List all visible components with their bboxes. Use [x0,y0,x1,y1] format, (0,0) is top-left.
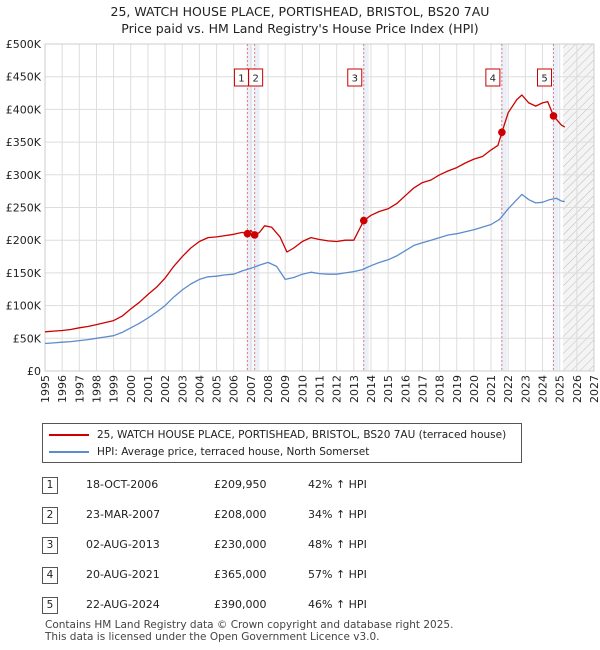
sale-number-badge: 3 [42,537,58,554]
x-tick-label-2007: 2007 [245,375,258,403]
x-tick-label-2012: 2012 [331,375,344,403]
x-tick-label-2022: 2022 [502,375,515,403]
x-tick-label-2016: 2016 [399,375,412,403]
x-tick-label-1995: 1995 [39,375,52,403]
sale-price: £230,000 [214,538,267,551]
price-chart: 1995 1996 1997 1998 1999 2000 2001 2002 2003 2004… [6,38,600,403]
x-tick-label-2008: 2008 [262,375,275,403]
sale-marker-label-1: 1 [238,74,244,85]
sale-hpi-diff: 46% ↑ HPI [308,598,367,611]
sale-marker-box-4 [485,68,501,87]
sale-price: £208,000 [214,508,267,521]
sale-price: £390,000 [214,598,267,611]
sale-number-badge: 5 [42,597,58,614]
x-tick-label-2011: 2011 [314,375,327,403]
series-line-property [44,94,566,333]
x-tick-label-2020: 2020 [468,375,481,403]
x-tick-label-2024: 2024 [537,375,550,403]
sale-price: £365,000 [214,568,267,581]
sale-marker-box-3 [347,68,363,87]
x-tick-label-2006: 2006 [228,375,241,403]
plot-border [44,43,595,372]
x-tick-label-2001: 2001 [142,375,155,403]
sale-marker-box-2 [248,68,264,87]
chart-title-subtitle: Price paid vs. HM Land Registry's House … [121,21,479,36]
y-tick-label-400000: £400K [6,103,42,116]
sale-hpi-diff: 57% ↑ HPI [308,568,367,581]
sale-point-1 [243,229,252,238]
sale-number-badge: 1 [42,477,58,494]
x-tick-label-2013: 2013 [348,375,361,403]
x-tick-label-2023: 2023 [519,375,532,403]
sale-hpi-diff: 48% ↑ HPI [308,538,367,551]
sale-date: 20-AUG-2021 [86,568,160,581]
sale-number-badge: 2 [42,507,58,524]
x-tick-label-2026: 2026 [571,375,584,403]
sale-date: 23-MAR-2007 [86,508,161,521]
legend-label-property: 25, WATCH HOUSE PLACE, PORTISHEAD, BRIST… [97,429,507,441]
chart-legend: 25, WATCH HOUSE PLACE, PORTISHEAD, BRIST… [42,423,522,463]
x-tick-label-2017: 2017 [416,375,429,403]
sale-hpi-diff: 42% ↑ HPI [308,478,367,491]
table-row: 2 23-MAR-2007 £208,000 34% ↑ HPI [0,507,600,527]
series-line-hpi [44,193,565,345]
x-tick-label-2003: 2003 [176,375,189,403]
y-tick-label-0: £0 [27,365,41,378]
sale-date: 22-AUG-2024 [86,598,160,611]
sale-number-badge: 4 [42,567,58,584]
x-tick-label-2002: 2002 [159,375,172,403]
x-tick-label-2015: 2015 [382,375,395,403]
x-tick-label-2005: 2005 [211,375,224,403]
sale-point-4 [498,128,506,137]
x-tick-label-2004: 2004 [193,375,206,403]
x-tick-label-2014: 2014 [365,375,378,403]
table-row: 5 22-AUG-2024 £390,000 46% ↑ HPI [0,597,600,617]
y-tick-label-150000: £150K [6,267,42,280]
x-tick-label-2018: 2018 [434,375,447,403]
sale-marker-label-2: 2 [252,74,258,85]
y-tick-label-500000: £500K [6,38,42,51]
x-tick-label-1997: 1997 [73,375,86,403]
y-tick-label-50000: £50K [13,332,42,345]
x-tick-label-1999: 1999 [108,375,121,403]
sale-marker-label-5: 5 [541,74,547,85]
sale-date: 02-AUG-2013 [86,538,160,551]
table-row: 3 02-AUG-2013 £230,000 48% ↑ HPI [0,537,600,557]
y-tick-label-250000: £250K [6,202,42,215]
sale-date: 18-OCT-2006 [86,478,159,491]
x-tick-label-2027: 2027 [588,375,600,403]
table-row: 1 18-OCT-2006 £209,950 42% ↑ HPI [0,477,600,497]
chart-title-address: 25, WATCH HOUSE PLACE, PORTISHEAD, BRIST… [110,4,490,19]
footer-licence: This data is licensed under the Open Gov… [45,631,380,643]
x-tick-label-2019: 2019 [451,375,464,403]
sale-marker-label-3: 3 [352,74,358,85]
sale-marker-box-5 [537,68,553,87]
sale-price: £209,950 [214,478,267,491]
sale-point-3 [359,216,368,225]
footer-copyright: Contains HM Land Registry data © Crown c… [45,619,454,631]
table-row: 4 20-AUG-2021 £365,000 57% ↑ HPI [0,567,600,587]
y-tick-label-350000: £350K [6,136,42,149]
y-tick-label-200000: £200K [6,234,42,247]
x-tick-label-2000: 2000 [125,375,138,403]
x-tick-label-1996: 1996 [56,375,69,403]
y-tick-label-450000: £450K [6,71,42,84]
legend-label-hpi: HPI: Average price, terraced house, Nort… [97,446,370,458]
legend-swatch-red [49,434,89,436]
x-tick-label-2009: 2009 [279,375,292,403]
sale-point-2 [250,231,259,239]
legend-swatch-blue [49,451,89,453]
x-tick-label-2010: 2010 [296,375,309,403]
x-tick-label-2025: 2025 [554,375,567,403]
x-tick-label-1998: 1998 [90,375,103,403]
y-tick-label-300000: £300K [6,169,42,182]
x-tick-label-2021: 2021 [485,375,498,403]
y-tick-label-100000: £100K [6,300,42,313]
sale-hpi-diff: 34% ↑ HPI [308,508,367,521]
sale-point-5 [549,112,558,120]
sale-marker-label-4: 4 [490,74,496,85]
